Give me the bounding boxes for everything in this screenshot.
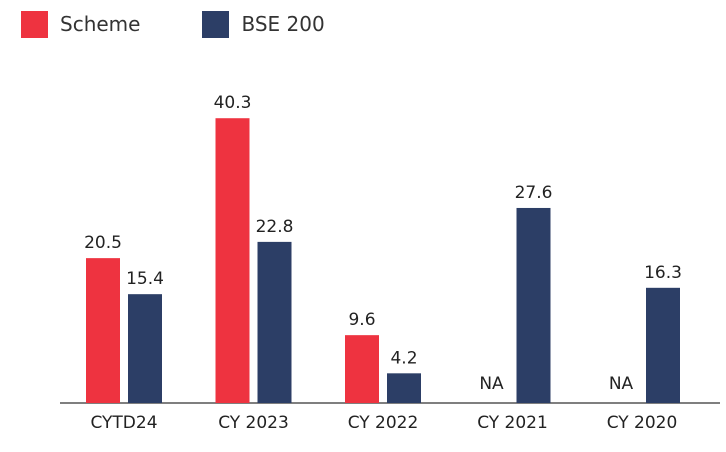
bar-scheme-1: [215, 118, 250, 404]
data-label-bse-200-2: 4.2: [390, 348, 417, 368]
bar-bse-200-3: [516, 207, 551, 403]
data-label-bse-200-4: 16.3: [644, 263, 682, 283]
data-label-scheme-1: 40.3: [214, 93, 252, 113]
legend-label-bse200: BSE 200: [241, 12, 325, 36]
legend-swatch-scheme: [21, 10, 48, 38]
x-tick-label-0: CYTD24: [90, 413, 157, 433]
bar-scheme-2: [345, 335, 379, 403]
x-tick-label-2: CY 2022: [348, 413, 419, 433]
data-label-scheme-3: NA: [479, 374, 504, 394]
legend-item-bse200: BSE 200: [202, 10, 325, 38]
legend-label-scheme: Scheme: [60, 12, 141, 36]
legend-item-scheme: Scheme: [21, 10, 141, 38]
data-label-bse-200-1: 22.8: [256, 217, 294, 237]
x-tick-label-3: CY 2021: [477, 413, 548, 433]
bar-bse-200-4: [646, 287, 680, 403]
x-tick-label-4: CY 2020: [607, 413, 678, 433]
chart-legend: Scheme BSE 200: [21, 10, 387, 38]
data-label-bse-200-3: 27.6: [515, 183, 553, 203]
data-label-scheme-2: 9.6: [348, 310, 375, 330]
data-label-scheme-0: 20.5: [84, 233, 122, 253]
bar-scheme-0: [86, 258, 120, 403]
bar-bse-200-2: [387, 373, 421, 403]
data-label-bse-200-0: 15.4: [126, 269, 164, 289]
bar-bse-200-1: [257, 241, 292, 403]
data-label-scheme-4: NA: [609, 374, 634, 394]
legend-swatch-bse200: [202, 10, 230, 38]
bar-bse-200-0: [128, 294, 162, 403]
x-tick-label-1: CY 2023: [218, 413, 289, 433]
